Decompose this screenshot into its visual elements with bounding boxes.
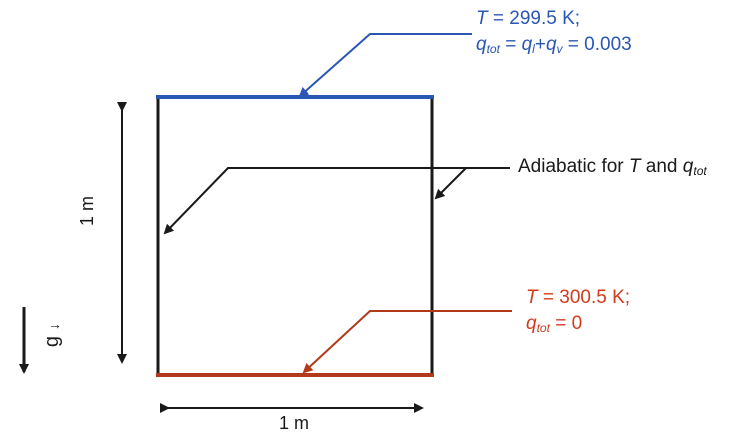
adiabatic-callout-right <box>434 167 467 200</box>
height-label: 1 m <box>77 195 97 226</box>
top-bc-value: = 0.003 <box>562 34 632 55</box>
top-callout-line <box>298 33 472 98</box>
bottom-bc-line2: qtot = 0 <box>526 313 582 339</box>
top-bc-eq: = <box>499 34 522 55</box>
top-bc-l-sub: l <box>532 42 535 56</box>
top-bc-v-sub: v <box>556 42 563 56</box>
vector-arrow-icon: → <box>48 316 62 332</box>
gravity-label: → g <box>41 316 63 353</box>
bottom-callout-line <box>302 310 512 374</box>
top-bc-q: q <box>476 34 487 55</box>
side-bc-label: Adiabatic for T and qtot <box>518 156 707 182</box>
bottom-bc-value: = 0 <box>549 313 583 334</box>
top-bc-line2: qtot = ql+qv = 0.003 <box>476 34 632 60</box>
side-bc-prefix: Adiabatic for <box>518 156 629 177</box>
side-bc-tot-sub: tot <box>693 164 707 178</box>
top-bc-line1: T = 299.5 K; <box>476 8 580 30</box>
top-bc-ql: q <box>521 34 533 55</box>
bottom-bc-tot-sub: tot <box>536 321 550 335</box>
gravity-symbol: g <box>41 335 64 348</box>
bottom-bc-T: T <box>526 287 538 308</box>
width-label: 1 m <box>279 413 310 433</box>
top-bc-plus: + <box>534 34 546 55</box>
top-bc-temperature: = 299.5 K; <box>487 8 581 29</box>
side-bc-q: q <box>682 156 694 177</box>
adiabatic-callout-left <box>163 167 510 235</box>
side-bc-T: T <box>628 156 641 177</box>
top-bc-T: T <box>476 8 488 29</box>
top-bc-tot-sub: tot <box>486 42 500 56</box>
top-bc-qv: q <box>545 34 557 55</box>
bottom-bc-q: q <box>526 313 537 334</box>
bottom-bc-line1: T = 300.5 K; <box>526 287 630 309</box>
bottom-bc-temperature: = 300.5 K; <box>537 287 631 308</box>
side-bc-and: and <box>640 156 683 177</box>
